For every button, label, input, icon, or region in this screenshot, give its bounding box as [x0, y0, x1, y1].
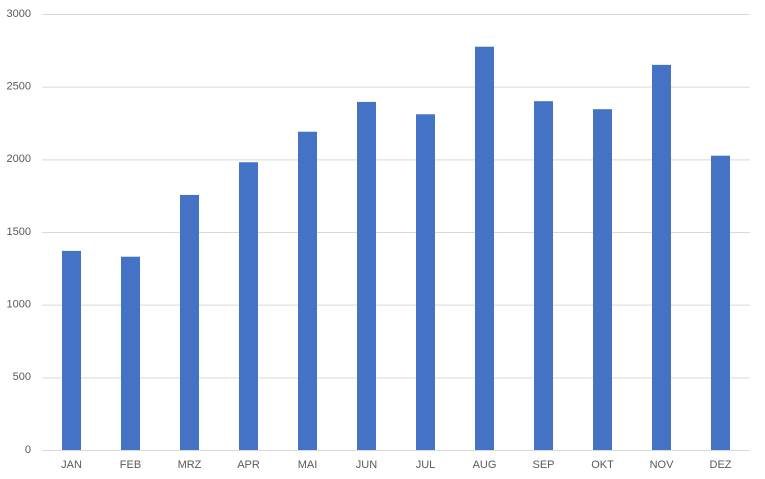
- bar: [121, 256, 140, 450]
- y-tick-label: 2500: [7, 81, 31, 93]
- x-tick-label: NOV: [650, 459, 675, 471]
- x-tick-label: JUL: [416, 459, 436, 471]
- x-tick-label: DEZ: [710, 459, 732, 471]
- x-tick-label: MRZ: [178, 459, 202, 471]
- bar: [416, 114, 435, 450]
- bar: [711, 155, 730, 450]
- bar: [652, 64, 671, 450]
- y-tick-label: 0: [25, 444, 31, 456]
- bar: [593, 109, 612, 451]
- bar: [534, 101, 553, 450]
- y-tick-label: 2000: [7, 153, 31, 165]
- x-tick-label: AUG: [473, 459, 497, 471]
- bar: [180, 194, 199, 450]
- x-tick-label: APR: [237, 459, 260, 471]
- y-tick-label: 1000: [7, 299, 31, 311]
- bar: [62, 250, 81, 450]
- x-tick-label: OKT: [591, 459, 614, 471]
- bar: [239, 162, 258, 451]
- x-tick-label: JUN: [356, 459, 377, 471]
- x-tick-label: JAN: [61, 459, 82, 471]
- y-tick-label: 3000: [7, 8, 31, 20]
- x-tick-label: MAI: [298, 459, 318, 471]
- y-tick-label: 1500: [7, 226, 31, 238]
- y-tick-label: 500: [13, 371, 31, 383]
- bar: [475, 46, 494, 450]
- bar: [298, 131, 317, 450]
- x-tick-label: FEB: [120, 459, 141, 471]
- bar: [357, 101, 376, 450]
- x-tick-label: SEP: [532, 459, 554, 471]
